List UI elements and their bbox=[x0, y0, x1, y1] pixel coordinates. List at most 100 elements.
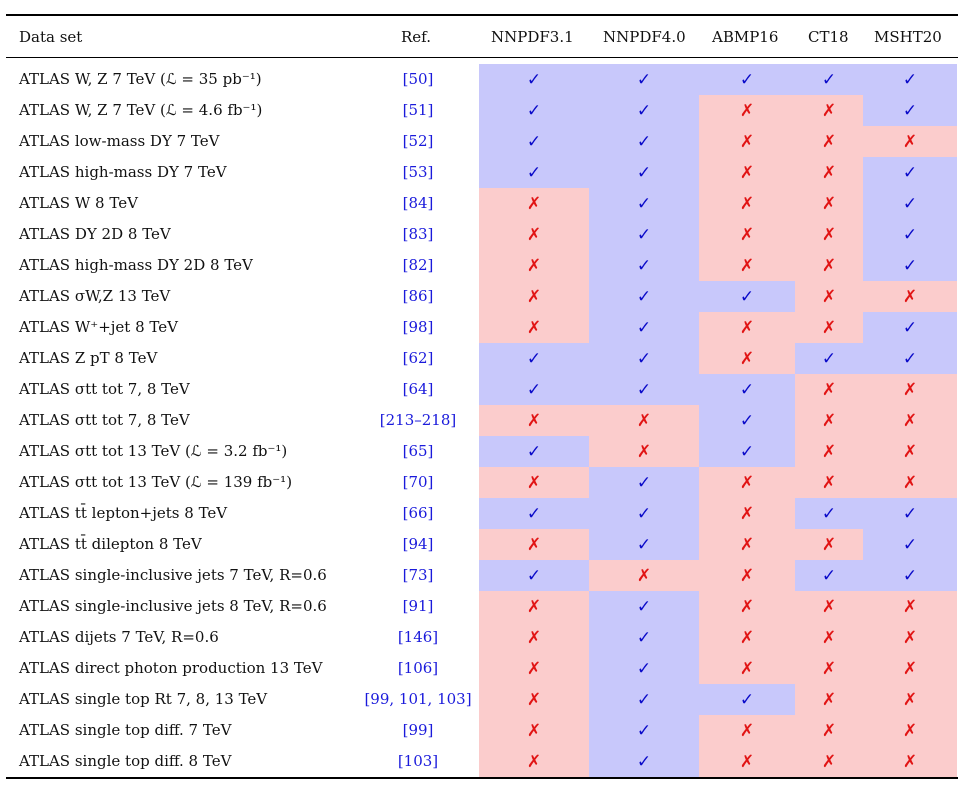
reference-link[interactable]: [50] bbox=[402, 70, 434, 88]
dataset-label: ATLAS W, Z 7 TeV (ℒ = 35 pb⁻¹) bbox=[19, 70, 262, 88]
table-row: ATLAS dijets 7 TeV, R=0.6 [146] ✗ ✓ ✗ ✗ ✗ bbox=[0, 622, 958, 653]
check-icon: ✓ bbox=[699, 64, 795, 95]
cross-icon: ✗ bbox=[699, 219, 795, 250]
cross-icon: ✗ bbox=[863, 715, 957, 746]
cross-icon: ✗ bbox=[479, 529, 589, 560]
check-icon: ✓ bbox=[699, 436, 795, 467]
cross-icon: ✗ bbox=[699, 715, 795, 746]
check-icon: ✓ bbox=[589, 64, 699, 95]
cross-icon: ✗ bbox=[863, 281, 957, 312]
table-row: ATLAS single-inclusive jets 8 TeV, R=0.6… bbox=[0, 591, 958, 622]
dataset-label: ATLAS dijets 7 TeV, R=0.6 bbox=[19, 628, 219, 646]
cross-icon: ✗ bbox=[699, 560, 795, 591]
check-icon: ✓ bbox=[479, 560, 589, 591]
check-icon: ✓ bbox=[479, 157, 589, 188]
cross-icon: ✗ bbox=[863, 126, 957, 157]
dataset-label: ATLAS Z pT 8 TeV bbox=[19, 349, 158, 367]
cross-icon: ✗ bbox=[795, 157, 863, 188]
cross-icon: ✗ bbox=[795, 684, 863, 715]
reference-link[interactable]: [98] bbox=[402, 318, 434, 336]
reference-link[interactable]: [64] bbox=[402, 380, 434, 398]
cross-icon: ✗ bbox=[795, 436, 863, 467]
table-row: ATLAS σtt tot 7, 8 TeV [64] ✓ ✓ ✓ ✗ ✗ bbox=[0, 374, 958, 405]
cross-icon: ✗ bbox=[795, 95, 863, 126]
reference-link[interactable]: [146] bbox=[397, 628, 439, 646]
check-icon: ✓ bbox=[589, 498, 699, 529]
reference-link[interactable]: [52] bbox=[402, 132, 434, 150]
cross-icon: ✗ bbox=[699, 95, 795, 126]
cross-icon: ✗ bbox=[699, 467, 795, 498]
reference-link[interactable]: [99, 101, 103] bbox=[364, 690, 472, 708]
cross-icon: ✗ bbox=[795, 250, 863, 281]
table-top-rule bbox=[6, 14, 958, 16]
cross-icon: ✗ bbox=[795, 715, 863, 746]
header-msht20: MSHT20 bbox=[874, 28, 942, 46]
reference-link[interactable]: [70] bbox=[402, 473, 434, 491]
reference-link[interactable]: [62] bbox=[402, 349, 434, 367]
reference-link[interactable]: [94] bbox=[402, 535, 434, 553]
reference-link[interactable]: [65] bbox=[402, 442, 434, 460]
cross-icon: ✗ bbox=[479, 746, 589, 777]
reference-link[interactable]: [106] bbox=[397, 659, 439, 677]
check-icon: ✓ bbox=[863, 312, 957, 343]
reference-link[interactable]: [84] bbox=[402, 194, 434, 212]
check-icon: ✓ bbox=[589, 95, 699, 126]
cross-icon: ✗ bbox=[699, 126, 795, 157]
cross-icon: ✗ bbox=[863, 591, 957, 622]
reference-link[interactable]: [66] bbox=[402, 504, 434, 522]
check-icon: ✓ bbox=[863, 250, 957, 281]
dataset-label: ATLAS low-mass DY 7 TeV bbox=[19, 132, 220, 150]
table-row: ATLAS Z pT 8 TeV [62] ✓ ✓ ✗ ✓ ✓ bbox=[0, 343, 958, 374]
cross-icon: ✗ bbox=[699, 343, 795, 374]
check-icon: ✓ bbox=[479, 343, 589, 374]
dataset-label: ATLAS tt̄ lepton+jets 8 TeV bbox=[19, 504, 228, 522]
check-icon: ✓ bbox=[589, 312, 699, 343]
cross-icon: ✗ bbox=[479, 188, 589, 219]
check-icon: ✓ bbox=[589, 467, 699, 498]
check-icon: ✓ bbox=[863, 188, 957, 219]
reference-link[interactable]: [83] bbox=[402, 225, 434, 243]
cross-icon: ✗ bbox=[479, 250, 589, 281]
cross-icon: ✗ bbox=[863, 684, 957, 715]
header-abmp16: ABMP16 bbox=[712, 28, 779, 46]
check-icon: ✓ bbox=[863, 95, 957, 126]
check-icon: ✓ bbox=[795, 64, 863, 95]
table-row: ATLAS W 8 TeV [84] ✗ ✓ ✗ ✗ ✓ bbox=[0, 188, 958, 219]
reference-link[interactable]: [51] bbox=[402, 101, 434, 119]
reference-link[interactable]: [82] bbox=[402, 256, 434, 274]
table-row: ATLAS σW,Z 13 TeV [86] ✗ ✓ ✓ ✗ ✗ bbox=[0, 281, 958, 312]
cross-icon: ✗ bbox=[699, 746, 795, 777]
cross-icon: ✗ bbox=[589, 436, 699, 467]
cross-icon: ✗ bbox=[795, 467, 863, 498]
cross-icon: ✗ bbox=[699, 312, 795, 343]
reference-link[interactable]: [53] bbox=[402, 163, 434, 181]
dataset-label: ATLAS direct photon production 13 TeV bbox=[19, 659, 323, 677]
cross-icon: ✗ bbox=[589, 560, 699, 591]
reference-link[interactable]: [86] bbox=[402, 287, 434, 305]
cross-icon: ✗ bbox=[479, 591, 589, 622]
reference-link[interactable]: [213–218] bbox=[379, 411, 457, 429]
dataset-label: ATLAS σtt tot 13 TeV (ℒ = 139 fb⁻¹) bbox=[19, 473, 293, 491]
check-icon: ✓ bbox=[863, 529, 957, 560]
cross-icon: ✗ bbox=[863, 622, 957, 653]
check-icon: ✓ bbox=[699, 374, 795, 405]
header-dataset: Data set bbox=[19, 28, 83, 46]
cross-icon: ✗ bbox=[699, 498, 795, 529]
check-icon: ✓ bbox=[479, 374, 589, 405]
check-icon: ✓ bbox=[589, 343, 699, 374]
check-icon: ✓ bbox=[589, 157, 699, 188]
dataset-label: ATLAS high-mass DY 2D 8 TeV bbox=[19, 256, 253, 274]
table-row: ATLAS σtt tot 7, 8 TeV [213–218] ✗ ✗ ✓ ✗ ✗ bbox=[0, 405, 958, 436]
reference-link[interactable]: [99] bbox=[402, 721, 434, 739]
reference-link[interactable]: [103] bbox=[397, 752, 439, 770]
reference-link[interactable]: [91] bbox=[402, 597, 434, 615]
dataset-label: ATLAS tt̄ dilepton 8 TeV bbox=[19, 535, 202, 553]
cross-icon: ✗ bbox=[795, 374, 863, 405]
check-icon: ✓ bbox=[479, 95, 589, 126]
table-row: ATLAS DY 2D 8 TeV [83] ✗ ✓ ✗ ✗ ✓ bbox=[0, 219, 958, 250]
table-row: ATLAS σtt tot 13 TeV (ℒ = 139 fb⁻¹) [70] ✗… bbox=[0, 467, 958, 498]
table-row: ATLAS σtt tot 13 TeV (ℒ = 3.2 fb⁻¹) [65] ✓… bbox=[0, 436, 958, 467]
cross-icon: ✗ bbox=[795, 219, 863, 250]
cross-icon: ✗ bbox=[795, 312, 863, 343]
reference-link[interactable]: [73] bbox=[402, 566, 434, 584]
